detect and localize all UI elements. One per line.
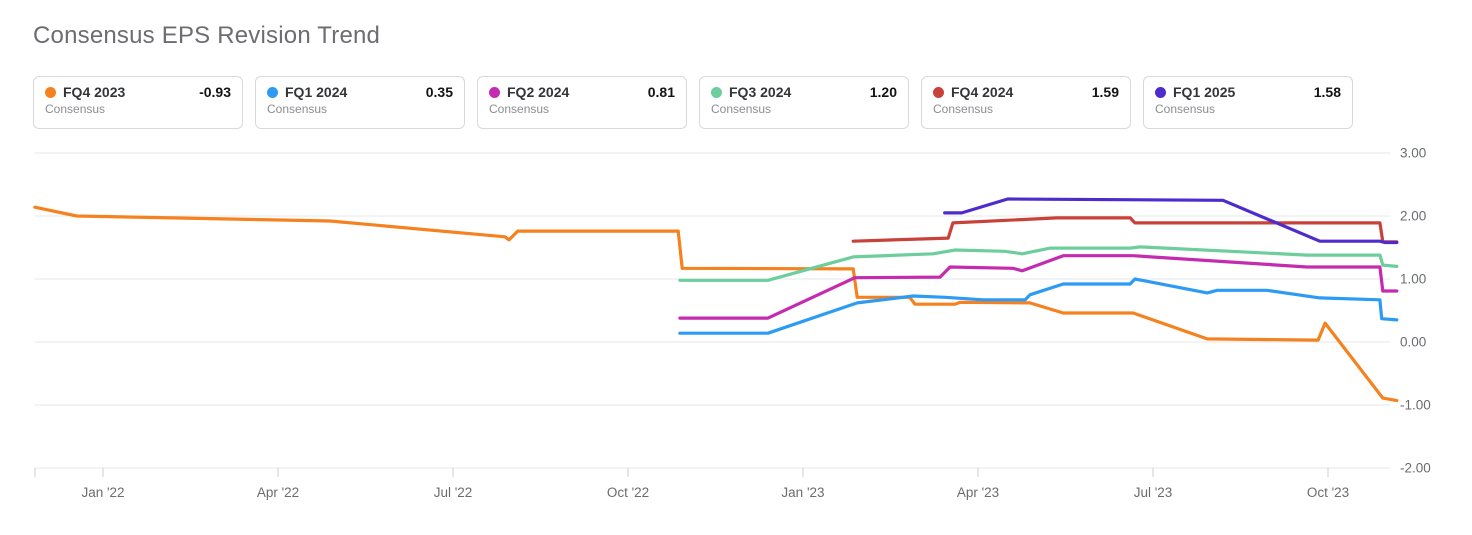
- series-sublabel: Consensus: [45, 102, 106, 116]
- legend-card-fq1-2024[interactable]: FQ1 2024 0.35 Consensus: [255, 76, 465, 129]
- x-axis-tick-label: Oct '22: [607, 485, 649, 500]
- y-axis-tick-label: 1.00: [1400, 272, 1426, 287]
- legend-card-fq4-2024[interactable]: FQ4 2024 1.59 Consensus: [921, 76, 1131, 129]
- series-legend: FQ4 2023 -0.93 Consensus FQ1 2024 0.35 Consen…: [33, 76, 1353, 129]
- y-axis-tick-label: -1.00: [1400, 398, 1431, 413]
- legend-card-fq4-2023[interactable]: FQ4 2023 -0.93 Consensus: [33, 76, 243, 129]
- x-axis-tick-label: Apr '23: [957, 485, 999, 500]
- series-color-dot-icon: [1155, 86, 1166, 98]
- series-label: FQ2 2024: [507, 84, 570, 100]
- series-consensus-value: 0.35: [425, 84, 453, 100]
- x-axis-tick-label: Jan '22: [81, 485, 124, 500]
- series-line-fq3-2024[interactable]: [678, 245, 1399, 282]
- series-sublabel: Consensus: [489, 102, 550, 116]
- series-color-dot-icon: [489, 86, 500, 98]
- series-color-dot-icon: [933, 86, 944, 98]
- legend-card-fq2-2024[interactable]: FQ2 2024 0.81 Consensus: [477, 76, 687, 129]
- series-sublabel: Consensus: [933, 102, 994, 116]
- series-consensus-value: 1.58: [1313, 84, 1341, 100]
- series-color-dot-icon: [267, 86, 278, 98]
- series-line-fq1-2025[interactable]: [943, 197, 1399, 245]
- series-line-fq4-2024[interactable]: [851, 216, 1399, 244]
- series-line-fq1-2024[interactable]: [678, 277, 1399, 335]
- series-label: FQ4 2023: [63, 84, 126, 100]
- series-sublabel: Consensus: [711, 102, 772, 116]
- series-label: FQ4 2024: [951, 84, 1014, 100]
- y-axis-tick-label: 3.00: [1400, 146, 1426, 161]
- series-line-fq4-2023[interactable]: [33, 205, 1399, 403]
- x-axis-tick-label: Jul '22: [434, 485, 473, 500]
- page-title: Consensus EPS Revision Trend: [33, 22, 381, 49]
- x-axis-tick-label: Apr '22: [257, 485, 299, 500]
- series-sublabel: Consensus: [1155, 102, 1216, 116]
- series-sublabel: Consensus: [267, 102, 328, 116]
- x-axis-tick-label: Jan '23: [781, 485, 824, 500]
- x-axis-tick-label: Jul '23: [1134, 485, 1173, 500]
- legend-card-fq3-2024[interactable]: FQ3 2024 1.20 Consensus: [699, 76, 909, 129]
- x-axis-tick-label: Oct '23: [1307, 485, 1349, 500]
- series-consensus-value: -0.93: [199, 84, 231, 100]
- series-consensus-value: 1.59: [1091, 84, 1119, 100]
- series-label: FQ1 2025: [1173, 84, 1236, 100]
- y-axis-tick-label: -2.00: [1400, 461, 1431, 476]
- legend-card-fq1-2025[interactable]: FQ1 2025 1.58 Consensus: [1143, 76, 1353, 129]
- series-label: FQ3 2024: [729, 84, 792, 100]
- y-axis-tick-label: 2.00: [1400, 209, 1426, 224]
- series-color-dot-icon: [45, 86, 56, 98]
- series-consensus-value: 1.20: [869, 84, 897, 100]
- series-label: FQ1 2024: [285, 84, 348, 100]
- y-axis-tick-label: 0.00: [1400, 335, 1426, 350]
- series-color-dot-icon: [711, 86, 722, 98]
- series-line-fq2-2024[interactable]: [678, 254, 1399, 320]
- series-consensus-value: 0.81: [647, 84, 675, 100]
